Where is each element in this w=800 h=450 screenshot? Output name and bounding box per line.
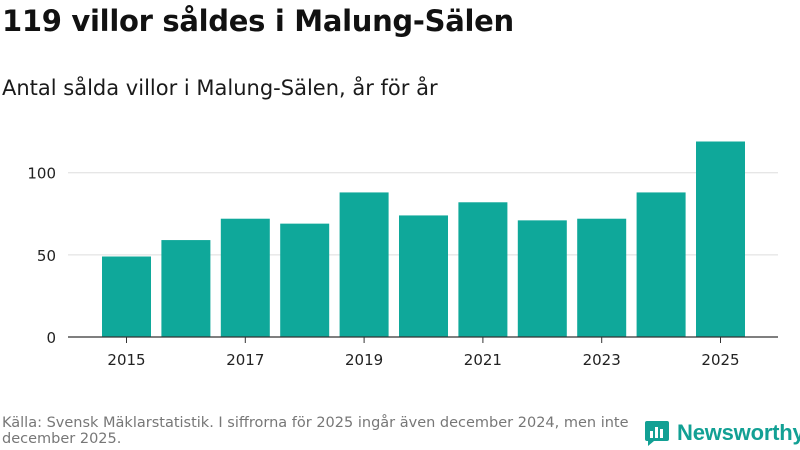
bar-2015: [102, 256, 151, 337]
x-tick-label: 2019: [345, 351, 383, 369]
bar-2023: [577, 218, 627, 337]
bar-2017: [220, 218, 270, 337]
x-tick-label: 2017: [226, 351, 264, 369]
x-tick-label: 2021: [464, 351, 502, 369]
y-tick-label: 50: [37, 247, 56, 265]
bar-2016: [161, 240, 211, 337]
x-tick-label: 2023: [583, 351, 621, 369]
bars: [102, 141, 745, 337]
bar-2019: [339, 192, 389, 337]
bar-2024: [636, 192, 686, 337]
newsworthy-logo-icon: [645, 421, 669, 446]
axes: 0 50 100 2015 2017 2019 2021 2023 2025: [27, 165, 778, 369]
source-note: Källa: Svensk Mäklarstatistik. I siffror…: [2, 415, 629, 447]
bar-2020: [399, 215, 448, 337]
x-tick-label: 2015: [107, 351, 145, 369]
brand-name: Newsworthy: [677, 420, 800, 445]
bar-2018: [280, 223, 330, 337]
chart-subtitle: Antal sålda villor i Malung-Sälen, år fö…: [2, 76, 438, 100]
bar-2025: [696, 141, 745, 337]
x-tick-label: 2025: [701, 351, 739, 369]
bar-2021: [458, 202, 508, 337]
y-tick-label: 0: [46, 329, 56, 347]
brand-logo: Newsworthy: [644, 419, 800, 447]
bar-2022: [517, 220, 567, 337]
chart-title: 119 villor såldes i Malung-Sälen: [2, 4, 514, 38]
y-tick-label: 100: [27, 165, 56, 183]
